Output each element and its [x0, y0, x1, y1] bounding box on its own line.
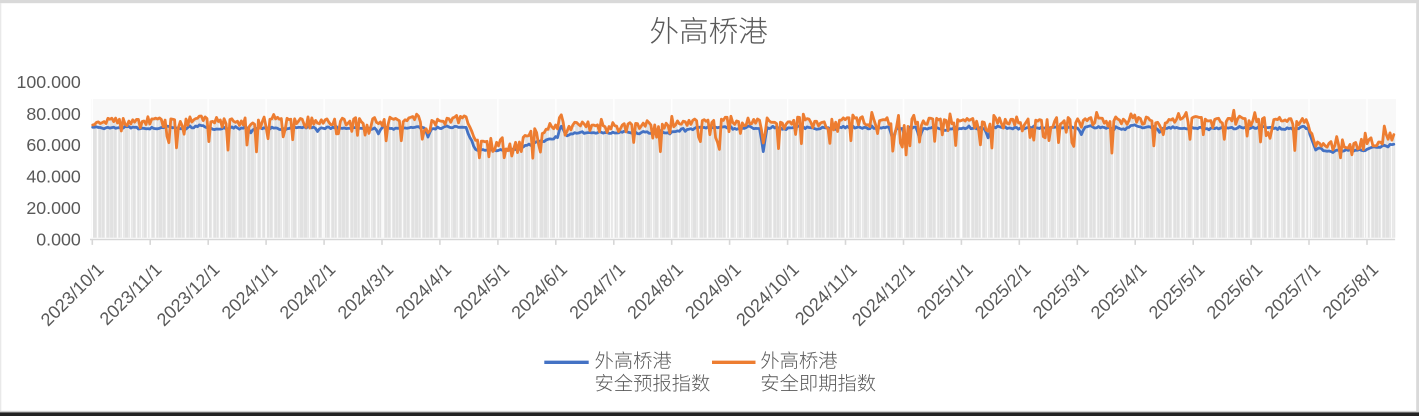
svg-text:0.000: 0.000	[36, 229, 81, 249]
svg-text:100.000: 100.000	[17, 72, 81, 92]
svg-text:40.000: 40.000	[26, 166, 80, 186]
svg-text:80.000: 80.000	[26, 104, 80, 124]
svg-text:60.000: 60.000	[26, 135, 80, 155]
svg-text:20.000: 20.000	[26, 198, 80, 218]
